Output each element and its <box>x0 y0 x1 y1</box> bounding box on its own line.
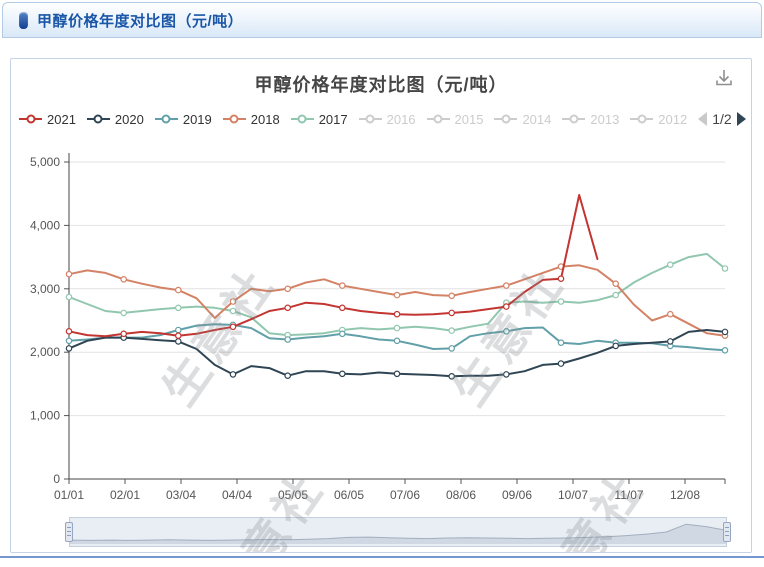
legend-item-2017[interactable]: 2017 <box>290 111 348 127</box>
legend-item-label: 2014 <box>522 111 552 127</box>
data-zoom-slider[interactable] <box>65 517 731 547</box>
legend-item-label: 2012 <box>658 111 688 127</box>
legend-pager: 1/2 <box>698 111 751 127</box>
divider <box>0 556 764 558</box>
price-chart[interactable]: 0 1,000 2,000 3,000 4,000 5,000 01/01 02/01 03/0… <box>11 145 752 507</box>
legend-item-2013[interactable]: 2013 <box>562 112 619 127</box>
svg-text:12/08: 12/08 <box>670 488 700 502</box>
legend-item-2014[interactable]: 2014 <box>494 112 551 127</box>
legend-item-2020[interactable]: 2020 <box>86 111 144 127</box>
legend-item-label: 2018 <box>250 111 280 127</box>
chart-panel: 甲醇价格年度对比图（元/吨） 2021 2020 2019 2018 2017 2016 2… <box>10 58 752 553</box>
svg-text:07/06: 07/06 <box>390 488 420 502</box>
svg-text:09/06: 09/06 <box>502 488 532 502</box>
svg-text:10/07: 10/07 <box>558 488 588 502</box>
legend-item-label: 2015 <box>454 111 484 127</box>
svg-text:05/05: 05/05 <box>278 488 308 502</box>
svg-text:04/04: 04/04 <box>222 488 252 502</box>
section-title: 甲醇价格年度对比图（元/吨） <box>37 12 244 30</box>
legend-item-label: 2021 <box>47 111 76 127</box>
legend-item-label: 2019 <box>182 111 212 127</box>
data-zoom-right-handle[interactable] <box>723 522 731 542</box>
legend-item-label: 2017 <box>318 111 348 127</box>
svg-text:2,000: 2,000 <box>30 345 60 359</box>
legend-item-label: 2013 <box>590 111 620 127</box>
legend-item-2021[interactable]: 2021 <box>19 112 76 127</box>
legend-item-2019[interactable]: 2019 <box>154 111 212 127</box>
section-marker-icon <box>19 11 28 29</box>
svg-text:02/01: 02/01 <box>110 488 140 502</box>
legend-item-label: 2020 <box>114 111 144 127</box>
chart-title: 甲醇价格年度对比图（元/吨） <box>254 75 508 95</box>
legend-item-label: 2016 <box>386 111 416 127</box>
svg-text:11/07: 11/07 <box>614 488 643 502</box>
svg-text:3,000: 3,000 <box>30 282 60 296</box>
svg-text:03/04: 03/04 <box>166 488 196 502</box>
legend: 2021 2020 2019 2018 2017 2016 2015 2014 2013 2012… <box>19 106 746 132</box>
legend-page-indicator: 1/2 <box>712 111 732 127</box>
svg-text:1,000: 1,000 <box>30 409 60 423</box>
legend-item-2015[interactable]: 2015 <box>426 111 484 127</box>
svg-text:4,000: 4,000 <box>30 218 60 232</box>
svg-text:06/05: 06/05 <box>334 488 364 502</box>
legend-prev-icon[interactable] <box>698 112 708 126</box>
legend-item-2012[interactable]: 2012 <box>630 112 687 127</box>
section-header: 甲醇价格年度对比图（元/吨） <box>2 2 762 38</box>
svg-text:0: 0 <box>53 472 60 486</box>
legend-next-icon[interactable] <box>736 112 746 126</box>
svg-text:5,000: 5,000 <box>30 155 60 169</box>
data-zoom-left-handle[interactable] <box>65 522 73 542</box>
legend-item-2016[interactable]: 2016 <box>358 111 416 127</box>
download-icon[interactable] <box>713 67 735 89</box>
svg-text:08/06: 08/06 <box>446 488 476 502</box>
svg-text:01/01: 01/01 <box>54 488 84 502</box>
legend-item-2018[interactable]: 2018 <box>222 111 280 127</box>
